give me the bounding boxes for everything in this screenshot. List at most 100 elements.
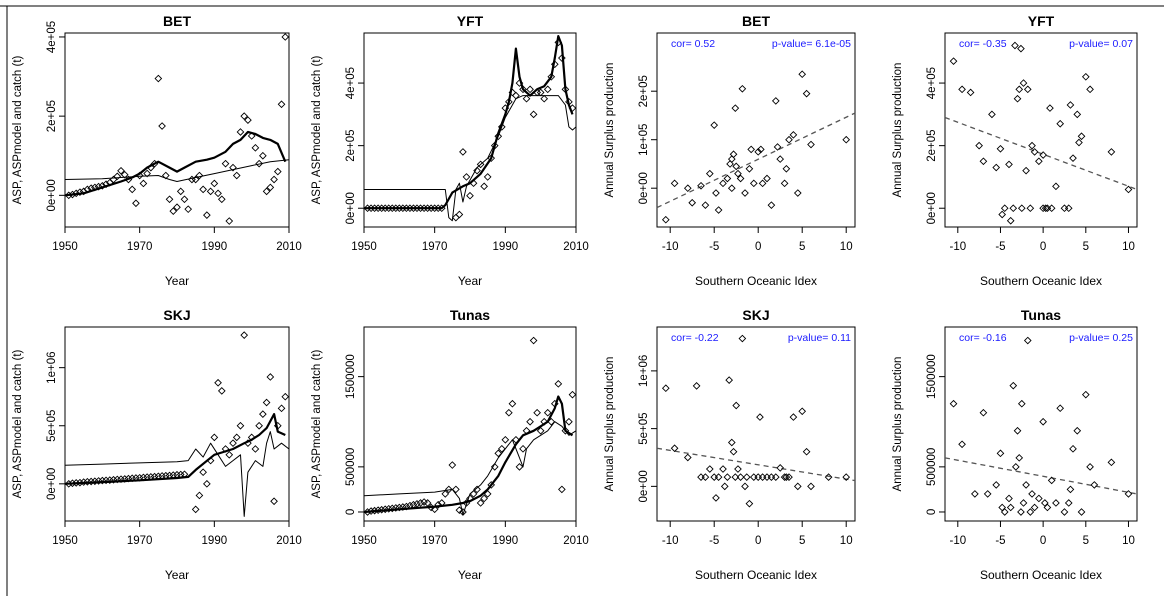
data-point xyxy=(117,166,125,175)
data-point xyxy=(1030,148,1039,156)
data-point xyxy=(738,84,747,93)
data-point xyxy=(244,116,252,124)
data-point xyxy=(273,421,282,430)
data-point xyxy=(749,473,758,481)
data-point xyxy=(113,172,122,181)
data-point xyxy=(143,473,151,481)
data-point xyxy=(1019,79,1028,87)
data-point xyxy=(670,444,679,453)
data-point xyxy=(842,473,851,481)
plot-frame xyxy=(944,326,1138,522)
y-tick-label: 0e+00 xyxy=(46,179,58,211)
data-point xyxy=(76,478,84,487)
data-point xyxy=(1000,204,1009,213)
x-tick-label: -10 xyxy=(949,241,966,253)
chart-panel-5: SKJ Year ASP, ASPmodel and catch (t) 1950 19… xyxy=(12,307,302,582)
data-point xyxy=(1047,204,1056,213)
data-point xyxy=(1011,463,1020,471)
data-point xyxy=(526,85,534,94)
data-point xyxy=(1017,204,1026,213)
data-point xyxy=(773,143,782,151)
data-point xyxy=(240,331,249,339)
data-point xyxy=(128,185,137,194)
y-tick-label: 5e+05 xyxy=(46,410,58,442)
data-point xyxy=(384,204,393,213)
data-point xyxy=(741,482,749,491)
data-point xyxy=(719,179,727,188)
data-point xyxy=(455,506,464,515)
data-point xyxy=(543,408,552,417)
data-point xyxy=(1052,499,1060,507)
data-point xyxy=(109,175,118,184)
data-point xyxy=(1086,85,1094,94)
x-tick-label: 1990 xyxy=(493,535,519,547)
y-axis-label: Annual Surplus production xyxy=(604,63,616,198)
data-point xyxy=(76,188,84,196)
data-point xyxy=(701,473,710,481)
data-point xyxy=(719,465,727,473)
data-point xyxy=(83,477,92,486)
chart-panel-6: Tunas Year ASP, ASPmodel and catch (t) 1950… xyxy=(311,307,589,582)
data-point xyxy=(391,504,400,512)
data-point xyxy=(176,187,185,196)
data-point xyxy=(1000,508,1009,516)
data-point xyxy=(98,476,107,485)
data-point xyxy=(1060,508,1069,516)
data-point xyxy=(522,426,531,435)
data-point xyxy=(1086,463,1094,471)
data-point xyxy=(150,472,159,481)
data-point xyxy=(996,144,1005,153)
data-point xyxy=(729,447,738,456)
data-point xyxy=(173,470,181,479)
data-point xyxy=(255,159,263,168)
data-point xyxy=(785,135,793,144)
plot-frame xyxy=(656,32,856,228)
data-point xyxy=(720,482,729,491)
data-point xyxy=(1046,104,1054,112)
data-point xyxy=(434,500,443,509)
data-point xyxy=(225,450,234,459)
data-point xyxy=(536,426,545,435)
data-point xyxy=(143,169,151,178)
data-point xyxy=(802,447,811,456)
data-point xyxy=(529,110,538,119)
data-point xyxy=(483,173,492,181)
catch-line xyxy=(64,431,290,517)
data-point xyxy=(448,461,457,469)
y-tick-label: 0e+00 xyxy=(638,470,650,502)
data-point xyxy=(734,465,742,473)
data-point xyxy=(661,215,670,224)
data-point xyxy=(508,399,517,408)
panel-grid: BET Year ASP, ASPmodel and catch (t) 1950 19… xyxy=(12,13,1138,582)
data-point xyxy=(547,72,556,81)
data-point xyxy=(533,88,541,97)
data-point xyxy=(180,195,189,204)
catch-line xyxy=(364,95,577,222)
plot-frame xyxy=(363,326,577,522)
data-point xyxy=(550,399,559,408)
catch-line xyxy=(64,159,290,182)
data-point xyxy=(388,504,397,513)
data-point xyxy=(109,475,118,484)
data-point xyxy=(259,410,267,418)
y-axis-label: ASP, ASPmodel and catch (t) xyxy=(311,349,323,498)
data-point xyxy=(1035,494,1043,503)
data-point xyxy=(782,164,791,173)
data-point xyxy=(367,507,375,515)
data-point xyxy=(983,490,992,498)
data-point xyxy=(1009,381,1018,390)
data-point xyxy=(1041,499,1049,507)
x-tick-label: -10 xyxy=(662,535,679,547)
x-tick-label: -5 xyxy=(995,241,1005,253)
chart-panel-1: BET Year ASP, ASPmodel and catch (t) 1950 19… xyxy=(12,13,302,288)
data-point xyxy=(1066,101,1075,109)
data-point xyxy=(402,502,411,511)
data-point xyxy=(1039,417,1047,426)
data-point xyxy=(1043,503,1052,512)
data-point xyxy=(701,201,710,210)
x-tick-label: 5 xyxy=(799,535,805,547)
data-point xyxy=(1064,204,1073,213)
data-point xyxy=(232,433,241,442)
data-point xyxy=(147,473,155,481)
y-axis-label: Annual Surplus production xyxy=(892,357,904,492)
